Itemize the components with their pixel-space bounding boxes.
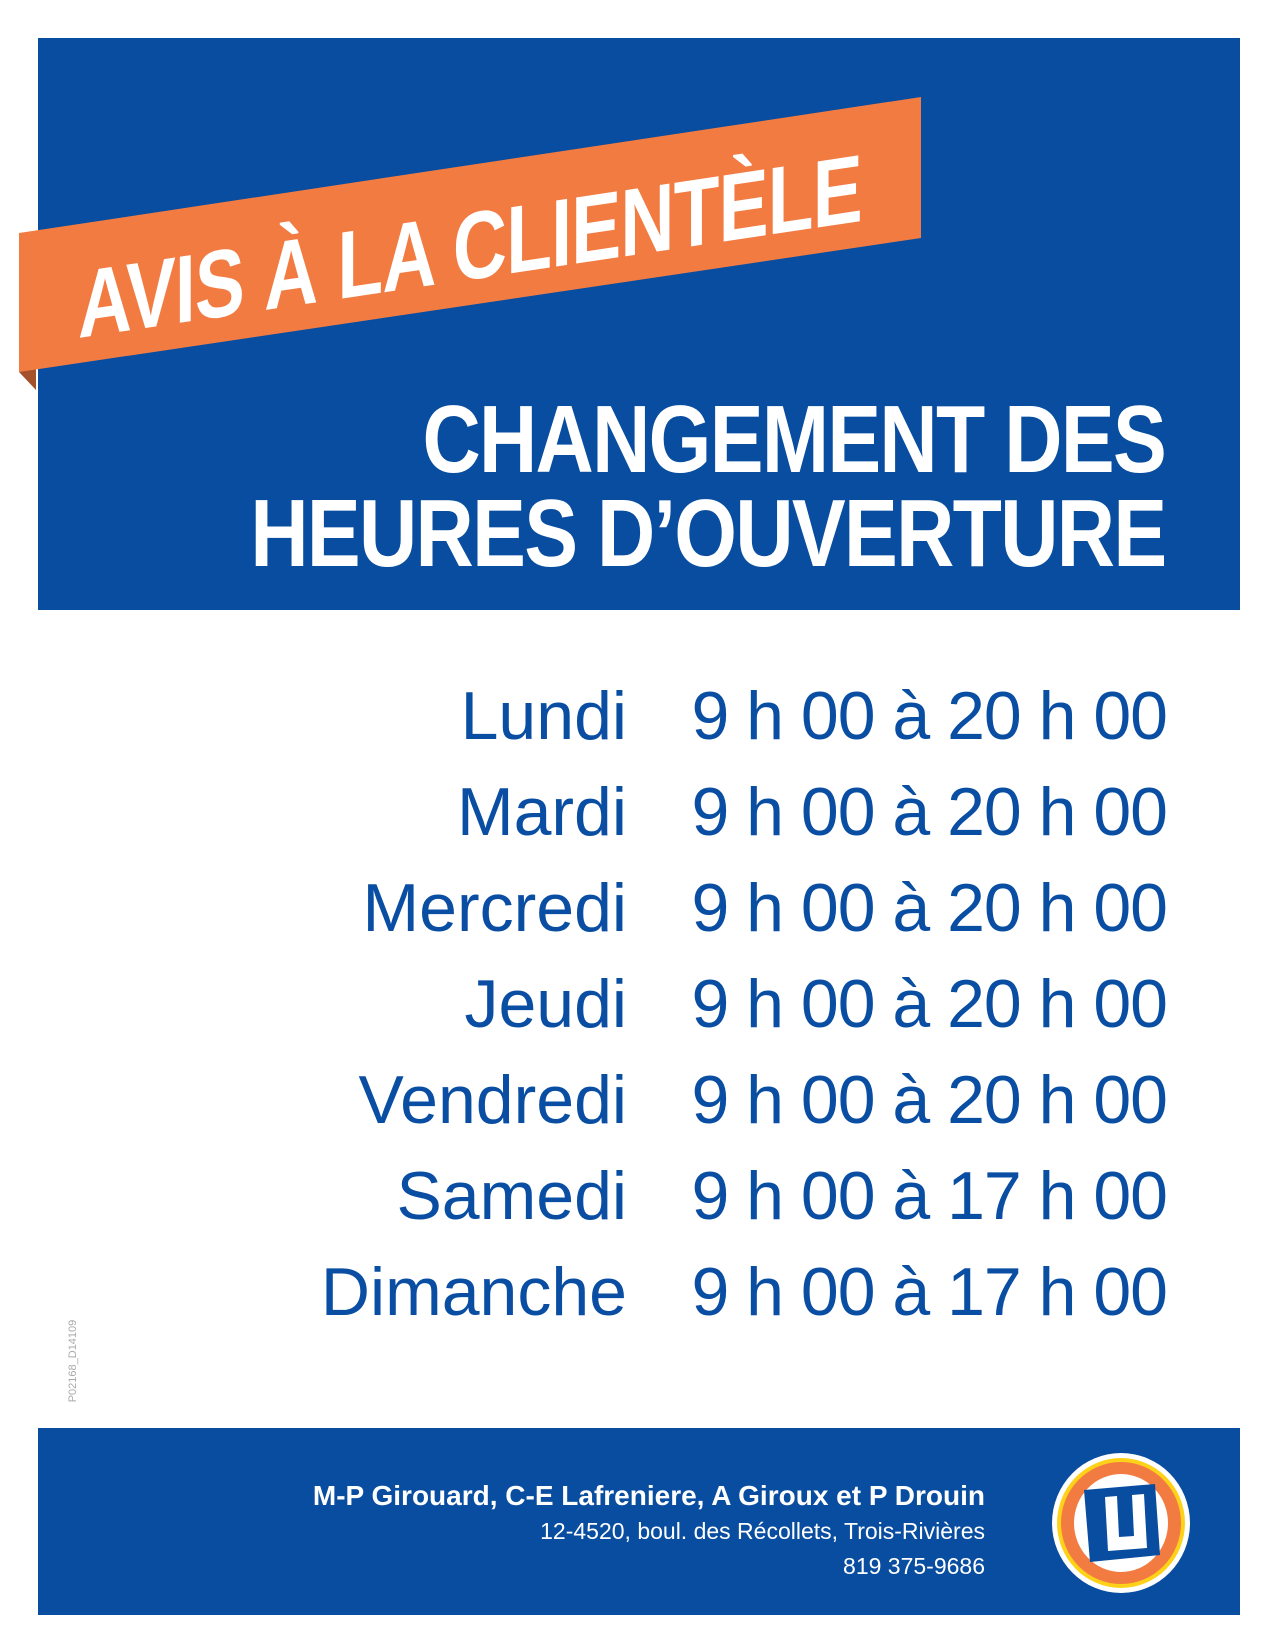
banner-ribbon <box>19 97 921 390</box>
time-range: 9 h 00 à 17 h 00 <box>691 1254 1168 1330</box>
uniprix-logo-icon <box>1052 1453 1190 1593</box>
day-label: Samedi <box>396 1158 627 1234</box>
store-phone: 819 375-9686 <box>843 1553 985 1579</box>
time-range: 9 h 00 à 20 h 00 <box>691 966 1168 1042</box>
hours-row: Vendredi 9 h 00 à 20 h 00 <box>0 1060 1275 1140</box>
day-label: Vendredi <box>358 1062 627 1138</box>
hours-row: Lundi 9 h 00 à 20 h 00 <box>0 676 1275 756</box>
time-range: 9 h 00 à 17 h 00 <box>691 1158 1168 1234</box>
store-owners: M-P Girouard, C-E Lafreniere, A Giroux e… <box>312 1480 985 1511</box>
hours-row: Samedi 9 h 00 à 17 h 00 <box>0 1156 1275 1236</box>
document-code: P02168_D14109 <box>67 1319 79 1403</box>
time-range: 9 h 00 à 20 h 00 <box>691 678 1168 754</box>
page-title-line-2: HEURES D’OUVERTURE <box>249 480 1167 587</box>
ribbon-fold <box>19 368 36 390</box>
time-range: 9 h 00 à 20 h 00 <box>691 774 1168 850</box>
page-title-line-1: CHANGEMENT DES <box>422 386 1166 493</box>
day-label: Mercredi <box>362 870 628 946</box>
time-range: 9 h 00 à 20 h 00 <box>691 870 1168 946</box>
hours-row: Dimanche 9 h 00 à 17 h 00 <box>0 1252 1275 1332</box>
hours-row: Jeudi 9 h 00 à 20 h 00 <box>0 964 1275 1044</box>
day-label: Lundi <box>460 678 627 754</box>
hours-row: Mercredi 9 h 00 à 20 h 00 <box>0 868 1275 948</box>
hours-row: Mardi 9 h 00 à 20 h 00 <box>0 772 1275 852</box>
time-range: 9 h 00 à 20 h 00 <box>691 1062 1168 1138</box>
day-label: Jeudi <box>464 966 627 1042</box>
store-address: 12-4520, boul. des Récollets, Trois-Rivi… <box>540 1518 985 1544</box>
day-label: Mardi <box>456 774 627 850</box>
ribbon-band <box>19 97 921 372</box>
day-label: Dimanche <box>320 1254 627 1330</box>
footer-panel: M-P Girouard, C-E Lafreniere, A Giroux e… <box>38 1428 1240 1615</box>
